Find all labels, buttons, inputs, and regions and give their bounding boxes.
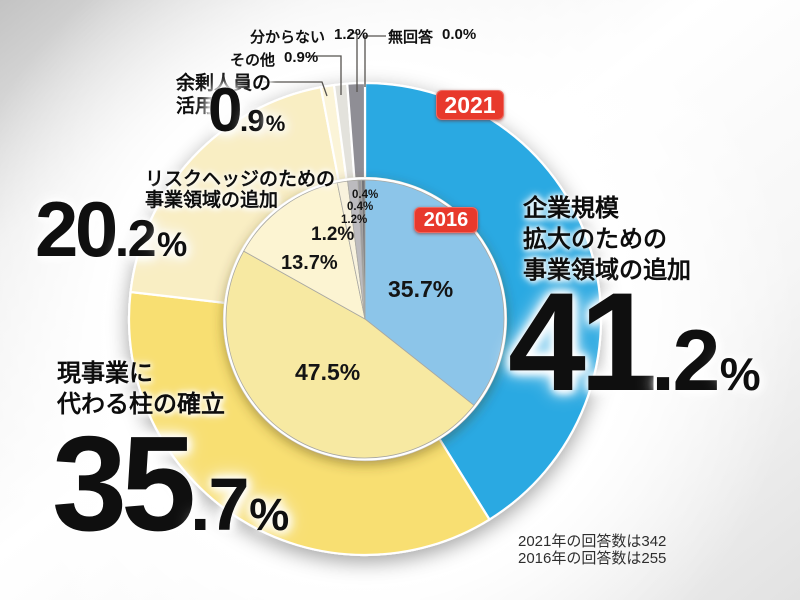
inner-pie-2016 bbox=[223, 177, 507, 461]
slice-2016-1 bbox=[225, 250, 475, 459]
inner-label-47-5: 47.5% bbox=[295, 359, 361, 385]
callout-yojo-title: 余剰人員の 活用 bbox=[176, 73, 272, 117]
callout-mukaito-label: 無回答 bbox=[388, 29, 434, 46]
inner-label-tiny-3: 1.2% bbox=[341, 214, 368, 226]
leader-line-wakaranai bbox=[350, 32, 358, 92]
callout-yojo-value: 0 .9 % bbox=[208, 76, 286, 145]
badge-2016: 2016 bbox=[414, 207, 478, 233]
leader-line-yojo bbox=[263, 81, 328, 97]
callout-wakaranai-label: 分からない bbox=[250, 29, 326, 46]
leader-line-sonota bbox=[308, 55, 342, 95]
badge-2021: 2021 bbox=[436, 90, 504, 120]
callout-genjigyo-title: 現事業に 代わる柱の確立 bbox=[57, 360, 225, 418]
inner-label-13-7: 13.7% bbox=[281, 252, 338, 274]
callout-wakaranai: 分からない 1.2% bbox=[250, 26, 368, 47]
leader-line-mukaito bbox=[364, 35, 386, 87]
slice-2016-0 bbox=[364, 179, 505, 406]
callout-risk-title: リスクヘッジのための 事業領域の追加 bbox=[145, 169, 336, 211]
callout-wakaranai-value: 1.2% bbox=[334, 26, 369, 43]
leader-lines bbox=[263, 32, 386, 97]
inner-label-35-7: 35.7% bbox=[388, 276, 454, 302]
slice-2016-2 bbox=[243, 182, 366, 320]
note-2016-responses: 2016年の回答数は255 bbox=[518, 550, 667, 567]
callout-risk-value: 20 .2 % bbox=[35, 185, 188, 273]
callout-kigyo-value: 41 .2 % bbox=[508, 263, 761, 420]
inner-label-tiny-1: 0.4% bbox=[352, 189, 379, 201]
outer-ring-2021 bbox=[127, 81, 603, 557]
callout-kigyo-title: 企業規模 拡大のための 事業領域の追加 bbox=[523, 195, 691, 284]
callout-mukaito: 無回答 0.0% bbox=[388, 26, 476, 47]
inner-label-tiny-2: 0.4% bbox=[347, 201, 374, 213]
callout-mukaito-value: 0.0% bbox=[442, 26, 477, 43]
note-2021-responses: 2021年の回答数は342 bbox=[518, 533, 667, 550]
callout-sonota-label: その他 bbox=[230, 52, 276, 69]
callout-sonota-value: 0.9% bbox=[284, 49, 319, 66]
callout-genjigyo-value: 35 .7 % bbox=[52, 408, 290, 559]
inner-label-1-2: 1.2% bbox=[311, 224, 355, 245]
slice-2016-6 bbox=[361, 179, 366, 320]
callout-sonota: その他 0.9% bbox=[230, 49, 318, 70]
